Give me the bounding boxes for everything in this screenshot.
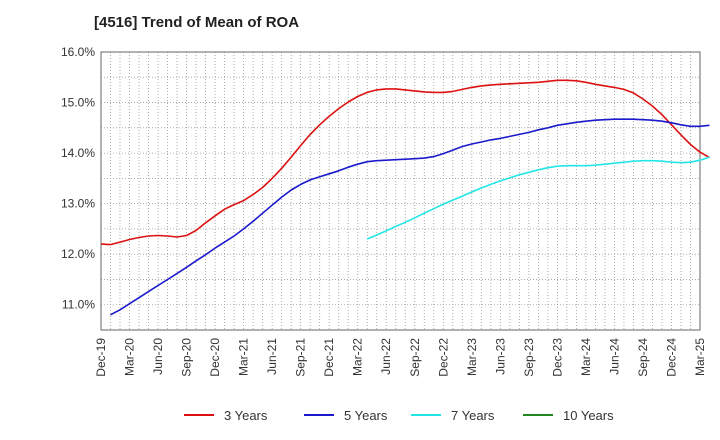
chart-title: [4516] Trend of Mean of ROA [94,14,300,31]
legend-label: 10 Years [563,408,614,423]
y-tick-label: 12.0% [61,247,95,261]
grid [101,52,700,330]
x-tick-label: Jun-21 [265,338,279,375]
x-tick-label: Jun-20 [151,338,165,375]
x-tick-label: Sep-22 [408,338,422,377]
x-tick-label: Dec-24 [664,338,678,377]
x-tick-label: Dec-23 [550,338,564,377]
y-tick-label: 15.0% [61,96,95,110]
y-tick-label: 14.0% [61,146,95,160]
x-axis-ticks: Dec-19 Mar-20 Jun-20 Sep-20 Dec-20 Mar-21 Jun-… [94,338,707,377]
x-tick-label: Sep-20 [180,338,194,377]
y-tick-label: 16.0% [61,45,95,59]
y-tick-label: 11.0% [62,298,95,312]
plot-area-frame [100,51,701,331]
series-lines [100,79,710,316]
x-tick-label: Mar-20 [123,338,137,376]
x-tick-label: Dec-22 [436,338,450,377]
x-tick-label: Jun-22 [379,338,393,375]
x-tick-label: Mar-23 [465,338,479,376]
x-tick-label: Sep-24 [636,338,650,377]
x-tick-label: Dec-21 [322,338,336,377]
series-line-7-years [366,156,710,240]
legend-label: 5 Years [344,408,388,423]
x-tick-label: Sep-23 [522,338,536,377]
x-tick-label: Mar-25 [693,338,707,376]
x-tick-label: Mar-24 [579,338,593,376]
x-tick-label: Jun-23 [493,338,507,375]
x-tick-label: Jun-24 [607,338,621,375]
legend-label: 7 Years [451,408,495,423]
x-tick-label: Mar-22 [351,338,365,376]
series-line-3-years [100,79,710,246]
x-tick-label: Sep-21 [294,338,308,377]
x-tick-label: Dec-19 [94,338,108,377]
x-tick-label: Dec-20 [208,338,222,377]
legend: 3 Years 5 Years 7 Years 10 Years [184,408,614,423]
y-axis-ticks: 11.0% 12.0% 13.0% 14.0% 15.0% 16.0% [61,45,95,312]
series-line-5-years [110,118,710,316]
y-tick-label: 13.0% [61,197,95,211]
x-tick-label: Mar-21 [237,338,251,376]
legend-label: 3 Years [224,408,268,423]
